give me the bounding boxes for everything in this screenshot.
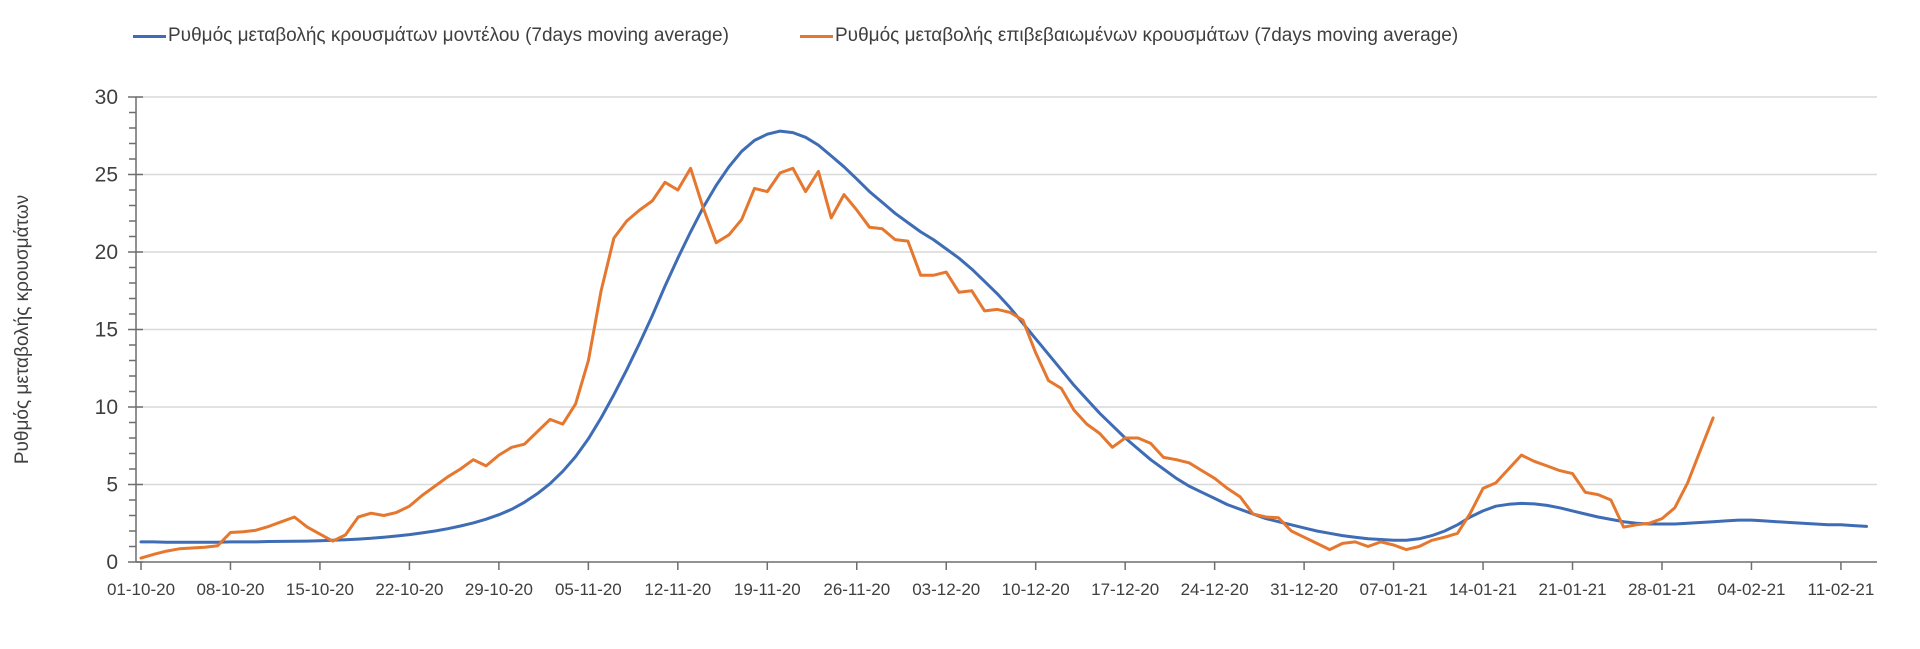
y-tick-label: 25 [95, 164, 118, 187]
legend-item-model: Ρυθμός μεταβολής κρουσμάτων μοντέλου (7d… [133, 22, 729, 50]
y-tick-label: 20 [95, 241, 118, 264]
y-tick-label: 5 [106, 474, 118, 497]
confirmed-line-swatch-icon [800, 34, 833, 38]
x-tick-label: 14-01-21 [1449, 580, 1517, 599]
x-tick-label: 10-12-20 [1002, 580, 1070, 599]
x-tick-label: 24-12-20 [1181, 580, 1249, 599]
chart-legend: Ρυθμός μεταβολής κρουσμάτων μοντέλου (7d… [0, 22, 1920, 50]
x-tick-label: 15-10-20 [286, 580, 354, 599]
y-tick-label: 15 [95, 319, 118, 342]
x-tick-label: 04-02-21 [1717, 580, 1785, 599]
model-line-swatch-icon [133, 34, 166, 38]
confirmed-series-line [139, 166, 1715, 560]
legend-label-confirmed: Ρυθμός μεταβολής επιβεβαιωμένων κρουσμάτ… [835, 25, 1459, 46]
x-tick-label: 07-01-21 [1360, 580, 1428, 599]
x-tick-label: 28-01-21 [1628, 580, 1696, 599]
x-tick-label: 22-10-20 [375, 580, 443, 599]
y-axis-title: Ρυθμός μεταβολής κρουσμάτων [12, 195, 33, 464]
x-tick-label: 21-01-21 [1538, 580, 1606, 599]
x-tick-label: 05-11-20 [555, 580, 622, 599]
x-tick-label: 29-10-20 [465, 580, 533, 599]
x-tick-label: 26-11-20 [823, 580, 890, 599]
x-tick-label: 19-11-20 [734, 580, 801, 599]
model-series-line [139, 129, 1868, 544]
y-tick-label: 30 [95, 86, 118, 109]
x-tick-label: 08-10-20 [196, 580, 264, 599]
x-tick-label: 31-12-20 [1270, 580, 1338, 599]
x-tick-label: 17-12-20 [1091, 580, 1159, 599]
y-tick-label: 10 [95, 396, 118, 419]
legend-item-confirmed: Ρυθμός μεταβολής επιβεβαιωμένων κρουσμάτ… [800, 22, 1458, 50]
legend-label-model: Ρυθμός μεταβολής κρουσμάτων μοντέλου (7d… [168, 25, 729, 46]
y-tick-label: 0 [106, 551, 118, 574]
x-tick-label: 11-02-21 [1808, 580, 1875, 599]
x-tick-label: 03-12-20 [912, 580, 980, 599]
x-tick-label: 01-10-20 [107, 580, 175, 599]
x-tick-label: 12-11-20 [644, 580, 711, 599]
